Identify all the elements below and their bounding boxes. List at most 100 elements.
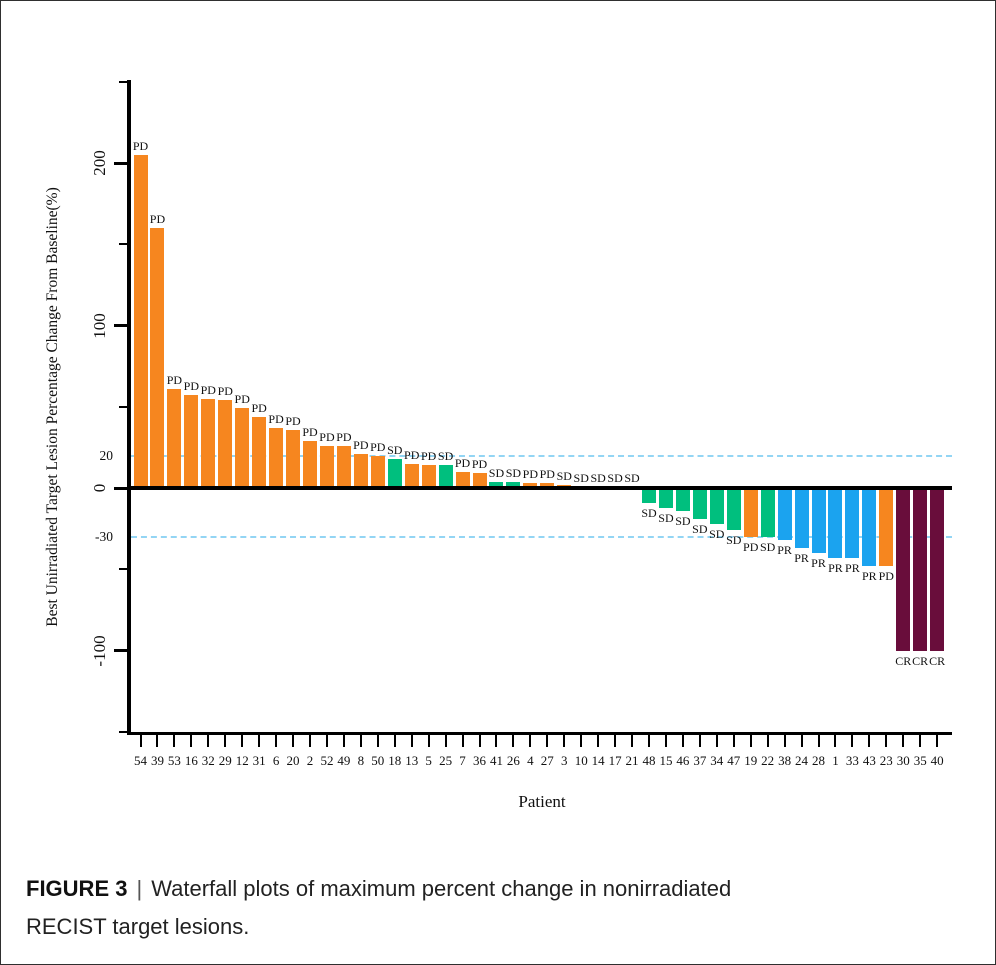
bar-patient-52 [319,445,334,490]
x-tick-50 [376,735,379,747]
bar-patient-53 [167,388,182,490]
x-tick-label-38: 38 [778,753,792,768]
y-tick-label-0: 0 [90,483,109,493]
x-tick-label-4: 4 [527,753,534,768]
x-tick-label-35: 35 [913,753,927,768]
response-label-29: PD [217,384,233,399]
x-axis-title: Patient [518,792,566,811]
bar-patient-5 [421,465,436,490]
bar-patient-6 [269,427,284,490]
y-axis-line [127,80,131,735]
bar-patient-46 [675,486,690,511]
response-label-36: PD [471,457,488,472]
bar-patient-16 [184,395,199,490]
bar-patient-54 [133,154,148,490]
bar-patient-50 [370,455,385,490]
x-tick-label-19: 19 [744,753,758,768]
bar-patient-38 [777,486,792,540]
x-tick-label-8: 8 [357,753,365,768]
x-tick-38 [783,735,786,747]
x-tick-label-31: 31 [252,753,266,768]
bar-patient-32 [201,398,216,490]
response-label-15: SD [658,510,674,525]
x-tick-label-52: 52 [320,753,334,768]
bar-patient-13 [404,463,419,490]
x-tick-43 [868,735,871,747]
y-tick-minor--150 [119,730,127,733]
x-tick-label-2: 2 [306,753,314,768]
response-label-26: SD [505,465,522,480]
response-label-27: PD [539,467,555,482]
response-label-7: PD [454,455,471,470]
x-tick-label-34: 34 [710,753,724,768]
x-tick-32 [207,735,210,747]
y-tick-minor-50 [119,405,127,408]
response-label-5: PD [420,449,437,464]
bar-patient-49 [336,445,351,490]
x-tick-31 [258,735,261,747]
response-label-49: PD [336,429,352,444]
response-label-1: PR [828,560,843,575]
y-tick-minor-250 [119,80,127,83]
response-label-35: CR [912,653,929,668]
x-tick-label-54: 54 [134,753,147,768]
x-tick-16 [190,735,193,747]
zero-baseline [127,486,952,490]
response-label-19: PD [743,539,759,554]
x-tick-label-53: 53 [167,753,181,768]
x-tick-label-48: 48 [642,753,656,768]
response-label-48: SD [641,505,657,520]
response-label-53: PD [166,372,183,387]
bar-patient-37 [692,486,707,519]
y-tick-label--100: -100 [90,634,109,667]
bar-patient-31 [252,416,267,490]
response-label-28: PR [811,556,826,570]
response-label-16: PD [183,379,200,394]
x-tick-label-16: 16 [184,753,198,768]
bar-patient-39 [150,228,165,490]
response-label-50: PD [370,439,386,454]
x-tick-39 [156,735,159,747]
x-tick-label-24: 24 [795,753,809,768]
x-tick-18 [393,735,396,747]
response-label-23: PD [878,569,894,583]
x-axis-line [127,732,952,735]
response-label-3: SD [556,468,572,483]
figure-caption: FIGURE 3 | Waterfall plots of maximum perc… [26,870,784,946]
y-tick-label-200: 200 [90,150,109,176]
reference-line--30 [131,535,952,538]
x-tick-19 [749,735,752,747]
x-tick-label-32: 32 [201,753,215,768]
x-tick-label-39: 39 [150,753,164,768]
x-tick-2 [309,735,311,747]
bar-patient-26 [506,481,521,490]
x-tick-34 [715,735,718,747]
response-label-52: PD [319,429,335,444]
x-tick-label-25: 25 [439,753,453,768]
reference-line-20 [131,454,952,457]
x-tick-label-10: 10 [574,753,588,768]
x-tick-label-7: 7 [459,753,466,768]
x-tick-label-15: 15 [659,753,673,768]
x-tick-5 [427,735,430,747]
x-tick-label-20: 20 [286,753,300,768]
x-tick-28 [817,735,820,747]
x-tick-label-37: 37 [693,753,707,768]
response-label-47: SD [726,533,742,548]
y-tick-major-100 [114,324,127,327]
x-tick-label-40: 40 [930,753,944,768]
x-tick-label-43: 43 [862,753,876,768]
x-tick-label-36: 36 [473,753,486,768]
x-tick-27 [546,735,549,747]
waterfall-plot: Best Unirradiated Target Lesion Percenta… [1,1,995,851]
x-tick-10 [580,735,583,747]
bar-patient-12 [235,408,250,490]
response-label-46: SD [675,513,691,528]
x-tick-26 [512,735,515,747]
bar-patient-15 [658,486,673,508]
x-tick-30 [902,735,905,747]
bar-patient-35 [913,486,928,651]
figure-caption-number: FIGURE 3 [26,876,128,901]
x-tick-49 [342,735,345,747]
response-label-6: PD [268,411,284,426]
